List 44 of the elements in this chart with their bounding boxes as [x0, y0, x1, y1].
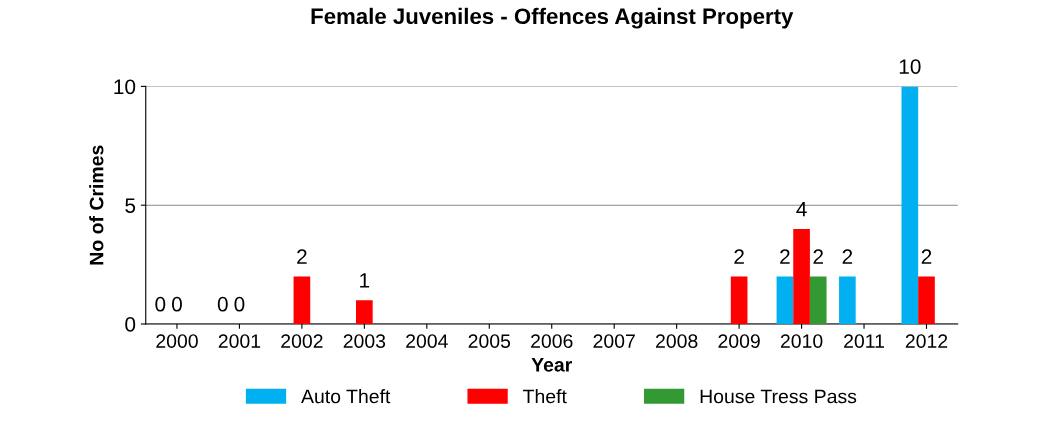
data-label: 0	[155, 296, 166, 312]
legend-label: Theft	[523, 389, 567, 404]
data-label: 10	[899, 59, 921, 74]
x-tick-label: 2006	[531, 334, 573, 348]
bar	[776, 276, 794, 324]
bar	[918, 276, 935, 324]
bar	[730, 276, 748, 324]
x-tick-label: 2012	[905, 334, 948, 348]
x-tick-label: 2005	[468, 334, 511, 348]
y-axis-title: No of Crimes	[89, 145, 104, 265]
x-tick-label: 2010	[780, 334, 823, 348]
y-tick-label: 5	[125, 198, 136, 213]
x-tick-label: 2007	[593, 334, 635, 348]
y-tick-label: 0	[125, 317, 136, 332]
x-axis-title: Year	[531, 358, 572, 372]
data-label: 2	[780, 249, 790, 264]
data-label: 0	[217, 296, 228, 312]
data-label: 1	[360, 273, 370, 288]
x-tick-label: 2001	[218, 334, 261, 348]
bar	[839, 276, 856, 324]
x-tick-label: 2008	[656, 334, 698, 348]
x-tick-label: 2000	[156, 334, 198, 348]
data-label: 2	[297, 249, 307, 264]
data-label: 0	[171, 296, 182, 312]
data-label: 2	[921, 249, 932, 264]
data-label: 4	[796, 201, 807, 217]
x-tick-label: 2011	[844, 334, 884, 348]
legend-label: Auto Theft	[301, 389, 391, 404]
y-tick-label: 10	[114, 79, 136, 95]
bar	[901, 86, 919, 324]
x-tick-label: 2009	[718, 334, 760, 348]
chart-title: Female Juveniles - Offences Against Property	[311, 7, 794, 29]
data-label: 2	[734, 249, 744, 264]
bar	[293, 276, 311, 324]
bar	[356, 300, 373, 324]
x-tick-label: 2002	[281, 334, 323, 348]
data-label: 2	[842, 249, 853, 264]
data-label: 2	[813, 249, 823, 264]
x-tick-label: 2003	[343, 334, 386, 348]
bar	[809, 276, 827, 324]
data-label: 0	[234, 296, 245, 312]
x-tick-label: 2004	[406, 334, 448, 348]
legend-label: House Tress Pass	[700, 389, 857, 404]
bar	[793, 228, 810, 324]
